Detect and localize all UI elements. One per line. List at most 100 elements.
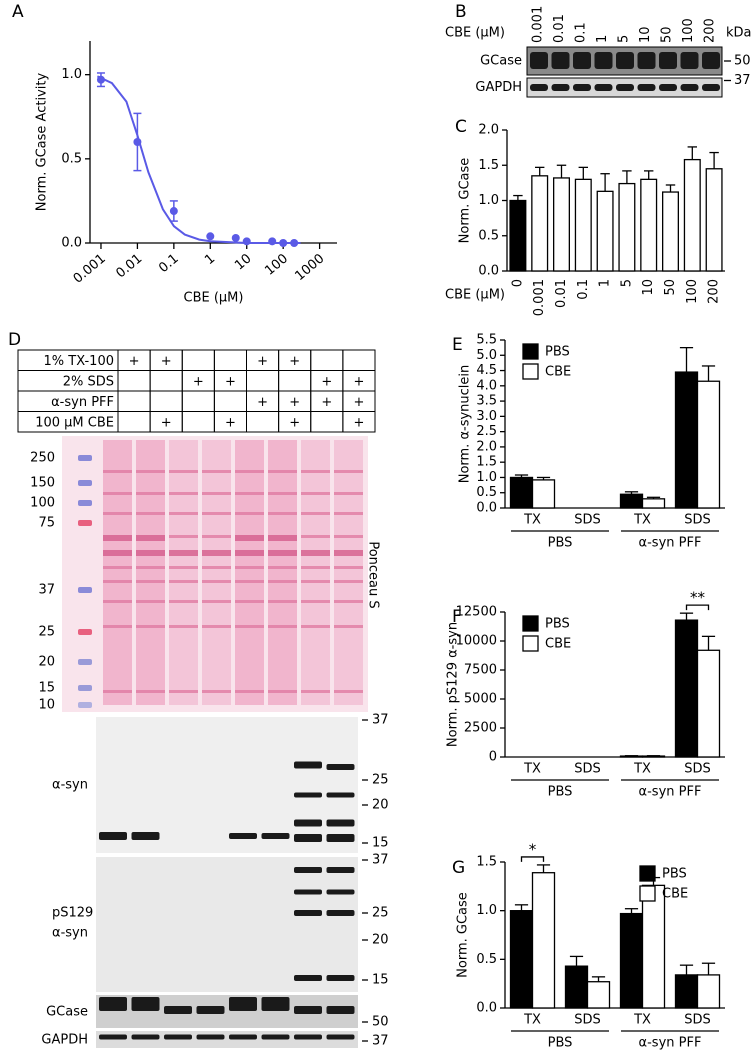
legend-swatch <box>639 885 656 902</box>
ponceau-band <box>301 625 330 628</box>
blot-band <box>229 997 257 1011</box>
legend-label: CBE <box>545 365 571 380</box>
x-tick-label: 1000 <box>292 251 327 284</box>
blot-band <box>294 867 322 873</box>
ponceau-band <box>202 470 231 473</box>
ponceau-band <box>235 535 264 541</box>
table-cell <box>117 370 151 392</box>
x-tick-label: SDS <box>684 1013 711 1028</box>
marker-label: 25 <box>38 625 55 640</box>
y-tick-label: 2.0 <box>476 439 497 454</box>
x-tick-label: 100 <box>262 251 291 278</box>
y-tick-label: 5.5 <box>476 333 497 348</box>
y-tick-label: 1.0 <box>476 470 497 485</box>
y-tick-label: 5000 <box>464 692 497 707</box>
ponceau-band <box>103 566 132 569</box>
marker-label: 250 <box>30 451 55 466</box>
ponceau-band <box>301 535 330 538</box>
lane-label: 100 <box>681 18 696 43</box>
ladder-band <box>78 455 92 461</box>
bar <box>662 191 679 272</box>
legend-label: PBS <box>545 617 570 632</box>
bar <box>618 182 636 272</box>
ponceau-band <box>103 512 132 515</box>
x-tick-label: 0.1 <box>576 279 591 300</box>
bar <box>619 755 644 758</box>
blot-band <box>196 1006 225 1014</box>
ponceau-band <box>301 690 330 693</box>
marker-label: 150 <box>30 476 55 491</box>
data-point <box>133 138 142 146</box>
ponceau-band <box>235 600 264 603</box>
ponceau-band <box>202 512 231 515</box>
bar <box>564 965 589 1009</box>
panel-letter: C <box>455 117 467 137</box>
ponceau-band <box>136 690 165 693</box>
bar <box>553 177 570 272</box>
bar <box>596 190 614 272</box>
blot-band <box>326 764 355 770</box>
blot-band <box>294 1034 322 1040</box>
blot-band <box>294 910 322 916</box>
ponceau-label: Ponceau S <box>366 541 381 608</box>
blot-band <box>164 1006 192 1014</box>
marker-label: 75 <box>38 516 55 531</box>
y-axis-label: Norm. GCase <box>456 892 471 978</box>
x-tick-label: SDS <box>574 1013 601 1028</box>
bar <box>619 912 644 1009</box>
ponceau-band <box>235 550 264 556</box>
blot-band <box>229 1034 257 1040</box>
ponceau-band <box>202 580 231 583</box>
blot-label: GAPDH <box>41 1033 88 1048</box>
table-cell <box>246 370 280 392</box>
y-tick-label: 1.5 <box>478 158 499 173</box>
cell-mark: + <box>289 415 300 430</box>
ponceau-band <box>235 690 264 693</box>
blot-band <box>659 84 677 91</box>
ponceau-band <box>268 690 297 693</box>
cell-mark: + <box>321 395 332 410</box>
ponceau-band <box>334 625 363 628</box>
ponceau-band <box>268 550 297 556</box>
significance-label: * <box>529 840 537 858</box>
cell-mark: + <box>161 415 172 430</box>
marker-label: 10 <box>38 698 55 713</box>
table-cell <box>213 390 247 412</box>
ponceau-band <box>169 625 198 628</box>
y-tick-label: 0.5 <box>478 228 499 243</box>
ponceau-lane <box>202 440 231 705</box>
ponceau-band <box>136 550 165 556</box>
y-tick-label: 0.0 <box>61 236 82 251</box>
data-point <box>206 232 215 241</box>
y-axis-label: Norm. pS129 α-syn <box>446 622 461 747</box>
group-label: α-syn PFF <box>639 785 702 800</box>
marker-label: 50 <box>372 1015 389 1030</box>
lane-label: 5 <box>617 35 632 43</box>
table-cell <box>181 349 215 371</box>
ponceau-band <box>301 512 330 515</box>
bar <box>683 158 701 272</box>
x-tick-label: TX <box>523 1013 541 1028</box>
data-point <box>290 239 299 247</box>
x-tick-label: 1 <box>598 279 613 287</box>
x-tick-label: TX <box>633 762 651 777</box>
x-tick-label: SDS <box>684 762 711 777</box>
ponceau-lane <box>103 440 132 705</box>
ponceau-band <box>136 470 165 473</box>
blot-band <box>294 975 322 981</box>
bar <box>674 371 699 509</box>
bar <box>641 884 666 1009</box>
y-tick-label: 1.5 <box>476 455 497 470</box>
ponceau-band <box>103 550 132 556</box>
y-tick-label: 10000 <box>456 634 497 649</box>
ponceau-band <box>301 550 330 556</box>
blot-label: pS129 <box>52 906 93 921</box>
x-tick-label: 0.1 <box>156 251 181 276</box>
group-label: PBS <box>548 1036 573 1050</box>
table-cell <box>342 411 376 433</box>
ladder-band <box>78 520 92 526</box>
ponceau-band <box>136 492 165 495</box>
marker-label: 37 <box>38 583 55 598</box>
blot-label: GCase <box>480 54 522 69</box>
x-axis-label: CBE (µM) <box>184 291 244 306</box>
